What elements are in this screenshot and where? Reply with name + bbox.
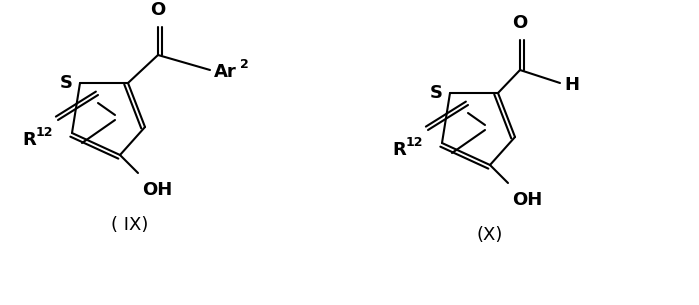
Text: O: O — [512, 14, 528, 32]
Text: R: R — [22, 131, 36, 149]
Text: S: S — [429, 84, 442, 102]
Text: O: O — [150, 1, 166, 19]
Text: R: R — [392, 141, 405, 159]
Text: OH: OH — [512, 191, 542, 209]
Text: 12: 12 — [406, 137, 424, 149]
Text: H: H — [564, 76, 579, 94]
Text: OH: OH — [142, 181, 172, 199]
Text: 12: 12 — [36, 127, 54, 139]
Text: (X): (X) — [477, 226, 503, 244]
Text: 2: 2 — [240, 58, 249, 70]
Text: S: S — [59, 74, 73, 92]
Text: Ar: Ar — [214, 63, 237, 81]
Text: ( IX): ( IX) — [111, 216, 149, 234]
